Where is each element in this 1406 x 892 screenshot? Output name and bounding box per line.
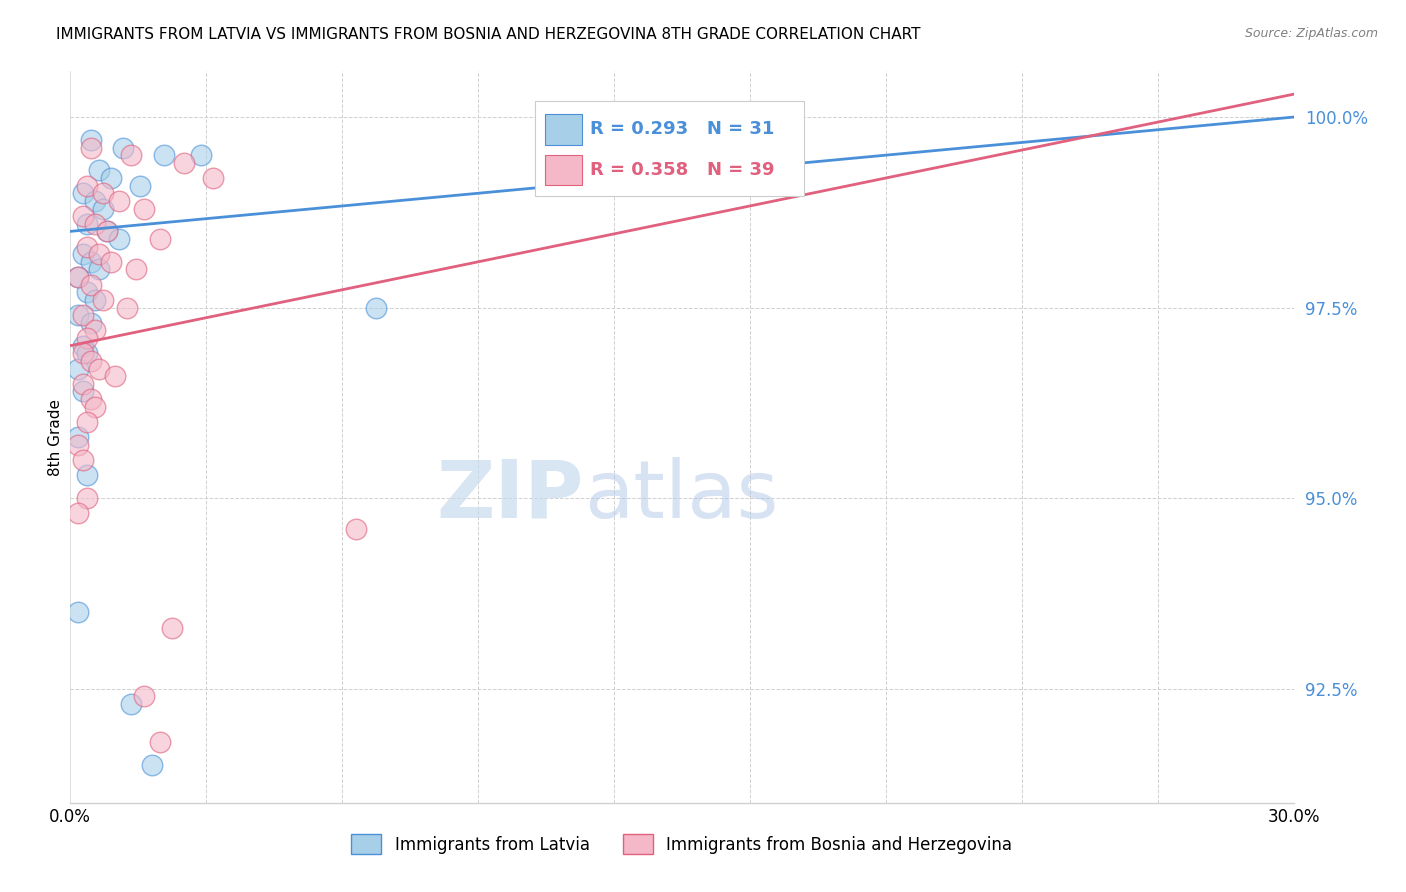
Point xyxy=(67,270,90,285)
Point xyxy=(83,217,105,231)
Point xyxy=(132,689,155,703)
Point xyxy=(67,270,90,285)
Point xyxy=(91,186,114,201)
Point xyxy=(96,224,118,238)
Point xyxy=(366,301,388,315)
Text: ZIP: ZIP xyxy=(437,457,583,534)
Text: R = 0.358   N = 39: R = 0.358 N = 39 xyxy=(591,161,775,179)
Point xyxy=(79,392,103,406)
Point xyxy=(83,194,105,208)
Point xyxy=(67,438,90,452)
FancyBboxPatch shape xyxy=(546,154,582,186)
Point xyxy=(121,697,143,711)
Point xyxy=(72,186,94,201)
Point xyxy=(79,133,103,147)
Text: Source: ZipAtlas.com: Source: ZipAtlas.com xyxy=(1244,27,1378,40)
Point xyxy=(100,255,122,269)
Point xyxy=(149,735,172,749)
Text: IMMIGRANTS FROM LATVIA VS IMMIGRANTS FROM BOSNIA AND HERZEGOVINA 8TH GRADE CORRE: IMMIGRANTS FROM LATVIA VS IMMIGRANTS FRO… xyxy=(56,27,921,42)
Point xyxy=(76,468,98,483)
Point xyxy=(79,316,103,330)
Point xyxy=(67,430,90,444)
Point xyxy=(67,361,90,376)
Point xyxy=(162,621,183,635)
Point xyxy=(153,148,176,162)
Y-axis label: 8th Grade: 8th Grade xyxy=(48,399,63,475)
Point xyxy=(83,293,105,307)
Point xyxy=(72,308,94,322)
Point xyxy=(173,155,195,169)
Point xyxy=(79,277,103,292)
Point xyxy=(91,293,114,307)
Point xyxy=(76,217,98,231)
Point xyxy=(128,178,150,193)
Point xyxy=(108,232,131,246)
Point xyxy=(190,148,212,162)
Point xyxy=(87,262,110,277)
Point xyxy=(141,757,163,772)
Point xyxy=(67,506,90,520)
Point xyxy=(79,354,103,368)
Point xyxy=(202,171,225,186)
Point xyxy=(83,400,105,414)
Point xyxy=(72,338,94,352)
Point xyxy=(117,301,139,315)
FancyBboxPatch shape xyxy=(546,114,582,145)
Point xyxy=(76,491,98,505)
Point xyxy=(100,171,122,186)
Point xyxy=(108,194,131,208)
Point xyxy=(76,239,98,253)
Point xyxy=(76,285,98,300)
Point xyxy=(344,521,367,535)
Point xyxy=(76,346,98,360)
Point xyxy=(104,369,127,384)
Point xyxy=(121,148,143,162)
Point xyxy=(72,453,94,467)
Point xyxy=(96,224,118,238)
Point xyxy=(91,202,114,216)
Point xyxy=(87,163,110,178)
Text: R = 0.293   N = 31: R = 0.293 N = 31 xyxy=(591,120,775,138)
Point xyxy=(79,255,103,269)
Point xyxy=(132,202,155,216)
Legend: Immigrants from Latvia, Immigrants from Bosnia and Herzegovina: Immigrants from Latvia, Immigrants from … xyxy=(344,828,1019,860)
Point xyxy=(67,308,90,322)
Point xyxy=(72,247,94,261)
Point xyxy=(112,140,135,154)
Point xyxy=(72,346,94,360)
Point xyxy=(124,262,146,277)
FancyBboxPatch shape xyxy=(536,101,804,195)
Point xyxy=(149,232,172,246)
Point xyxy=(76,415,98,429)
Point xyxy=(67,605,90,619)
Point xyxy=(83,323,105,337)
Point xyxy=(87,361,110,376)
Point xyxy=(72,376,94,391)
Point xyxy=(79,140,103,154)
Point xyxy=(87,247,110,261)
Point xyxy=(76,178,98,193)
Point xyxy=(76,331,98,345)
Text: atlas: atlas xyxy=(583,457,779,534)
Point xyxy=(72,209,94,223)
Point xyxy=(72,384,94,399)
